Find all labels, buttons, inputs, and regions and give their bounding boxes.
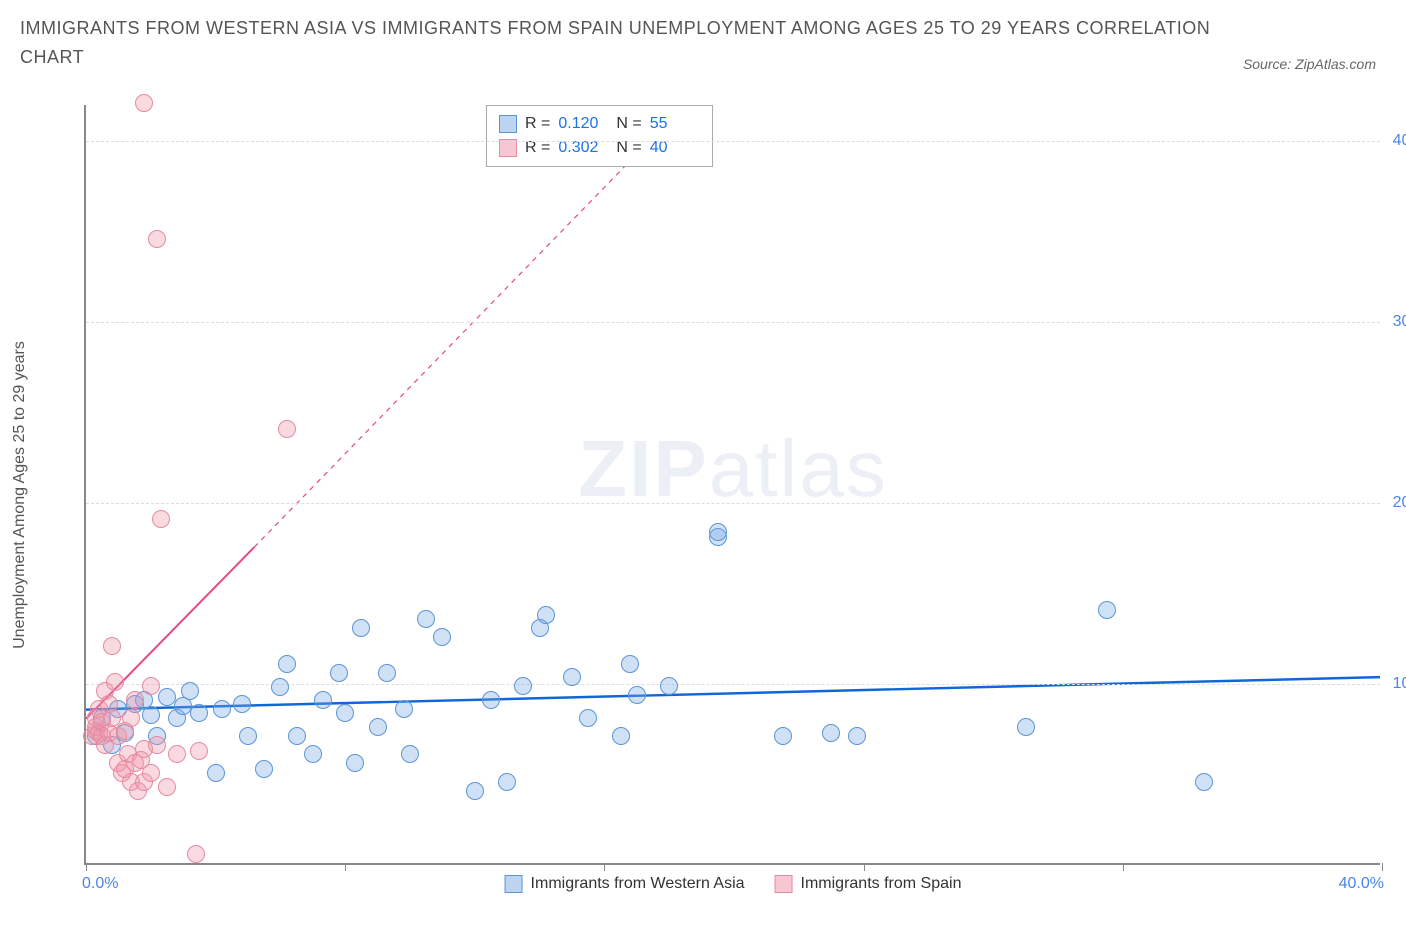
chart-container: Unemployment Among Ages 25 to 29 years Z… (60, 105, 1380, 885)
scatter-point (514, 677, 532, 695)
x-tick (604, 863, 605, 871)
stat-r-label: R = (525, 136, 550, 160)
scatter-point (152, 510, 170, 528)
x-tick (86, 863, 87, 871)
chart-title: IMMIGRANTS FROM WESTERN ASIA VS IMMIGRAN… (20, 14, 1220, 72)
scatter-point (142, 677, 160, 695)
scatter-point (466, 782, 484, 800)
stats-legend: R = 0.120 N = 55 R = 0.302 N = 40 (486, 105, 713, 167)
scatter-point (822, 724, 840, 742)
stat-n-value: 55 (650, 112, 700, 136)
scatter-point (148, 736, 166, 754)
scatter-point (304, 745, 322, 763)
scatter-point (498, 773, 516, 791)
scatter-point (122, 709, 140, 727)
y-tick-label: 20.0% (1384, 494, 1406, 512)
scatter-point (213, 700, 231, 718)
scatter-point (181, 682, 199, 700)
gridline (86, 503, 1380, 504)
stat-r-value: 0.120 (558, 112, 608, 136)
scatter-point (369, 718, 387, 736)
scatter-point (346, 754, 364, 772)
legend-label: Immigrants from Spain (801, 875, 962, 893)
scatter-point (187, 845, 205, 863)
gridline (86, 322, 1380, 323)
scatter-point (126, 691, 144, 709)
x-tick (345, 863, 346, 871)
y-tick-label: 30.0% (1384, 313, 1406, 331)
scatter-point (1017, 718, 1035, 736)
legend-swatch (499, 115, 517, 133)
scatter-point (579, 709, 597, 727)
scatter-point (142, 706, 160, 724)
scatter-point (278, 420, 296, 438)
scatter-point (401, 745, 419, 763)
scatter-point (142, 764, 160, 782)
x-tick (1123, 863, 1124, 871)
x-tick (1382, 863, 1383, 871)
legend-swatch (505, 875, 523, 893)
x-axis-min-label: 0.0% (82, 875, 118, 893)
scatter-point (106, 673, 124, 691)
scatter-point (621, 655, 639, 673)
source-attribution: Source: ZipAtlas.com (1243, 56, 1376, 72)
scatter-point (148, 230, 166, 248)
plot-area: ZIPatlas R =0.120N =55R =0.302N =40 0.0%… (84, 105, 1380, 865)
scatter-point (207, 764, 225, 782)
y-axis-label: Unemployment Among Ages 25 to 29 years (11, 341, 29, 649)
scatter-point (168, 745, 186, 763)
y-tick-label: 10.0% (1384, 675, 1406, 693)
scatter-point (612, 727, 630, 745)
legend-swatch (775, 875, 793, 893)
legend-item: Immigrants from Spain (775, 875, 962, 893)
scatter-point (278, 655, 296, 673)
legend-item: Immigrants from Western Asia (505, 875, 745, 893)
scatter-point (482, 691, 500, 709)
scatter-point (537, 606, 555, 624)
scatter-point (103, 637, 121, 655)
scatter-point (1098, 601, 1116, 619)
stats-row: R = 0.302 N = 40 (499, 136, 700, 160)
scatter-point (271, 678, 289, 696)
x-axis-max-label: 40.0% (1339, 875, 1384, 893)
scatter-point (288, 727, 306, 745)
x-tick (864, 863, 865, 871)
stat-r-label: R = (525, 112, 550, 136)
scatter-point (336, 704, 354, 722)
scatter-point (352, 619, 370, 637)
watermark: ZIPatlas (578, 423, 887, 515)
scatter-point (395, 700, 413, 718)
scatter-point (135, 94, 153, 112)
y-tick-label: 40.0% (1384, 132, 1406, 150)
scatter-point (330, 664, 348, 682)
scatter-point (255, 760, 273, 778)
scatter-point (563, 668, 581, 686)
scatter-point (628, 686, 646, 704)
scatter-point (233, 695, 251, 713)
scatter-point (158, 688, 176, 706)
scatter-point (314, 691, 332, 709)
scatter-point (190, 704, 208, 722)
scatter-point (709, 523, 727, 541)
series-legend: Immigrants from Western Asia Immigrants f… (505, 875, 962, 893)
legend-label: Immigrants from Western Asia (531, 875, 745, 893)
scatter-point (660, 677, 678, 695)
stat-n-value: 40 (650, 136, 700, 160)
stats-row: R = 0.120 N = 55 (499, 112, 700, 136)
scatter-point (158, 778, 176, 796)
scatter-point (1195, 773, 1213, 791)
scatter-point (774, 727, 792, 745)
scatter-point (378, 664, 396, 682)
scatter-point (848, 727, 866, 745)
gridline (86, 141, 1380, 142)
scatter-point (433, 628, 451, 646)
stat-n-label: N = (616, 112, 641, 136)
stat-n-label: N = (616, 136, 641, 160)
scatter-point (239, 727, 257, 745)
stat-r-value: 0.302 (558, 136, 608, 160)
scatter-point (417, 610, 435, 628)
trend-lines (86, 105, 1380, 863)
scatter-point (190, 742, 208, 760)
